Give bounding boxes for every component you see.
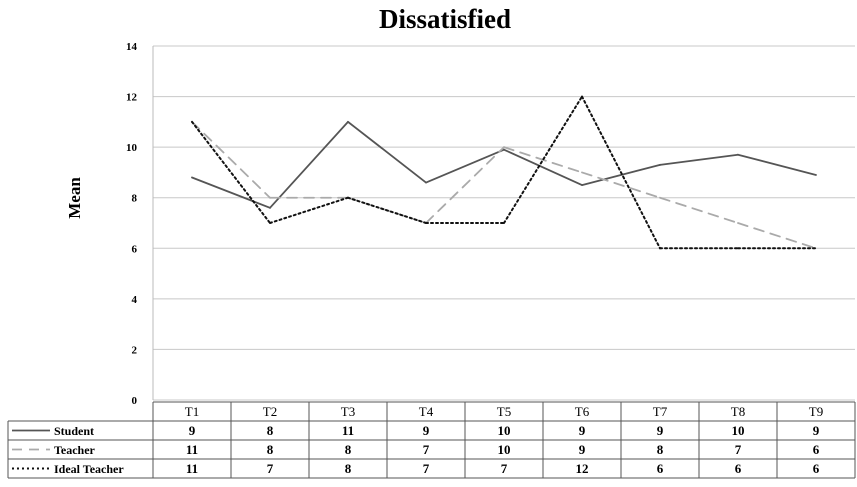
series-segment-teacher (737, 222, 817, 250)
series-segment-student (269, 120, 349, 209)
series-segment-teacher (659, 196, 739, 224)
table-cell: 10 (732, 423, 745, 438)
x-tick-label: T7 (653, 404, 668, 419)
series-segment-student (425, 148, 505, 184)
table-cell: 7 (423, 461, 430, 476)
series-segment-ideal-teacher (581, 95, 661, 250)
table-cell: 8 (657, 442, 664, 457)
series-segment-student (191, 176, 271, 209)
y-tick-label: 12 (126, 92, 138, 104)
table-cell: 9 (579, 442, 586, 457)
table-cell: 8 (267, 442, 274, 457)
x-tick-label: T4 (419, 404, 434, 419)
table-cell: 8 (345, 461, 352, 476)
series-segment-student (347, 120, 427, 184)
series-segment-student (659, 153, 739, 166)
legend-label: Ideal Teacher (54, 462, 124, 476)
table-cell: 9 (657, 423, 664, 438)
table-cell: 10 (498, 442, 511, 457)
x-tick-label: T2 (263, 404, 277, 419)
y-tick-label: 8 (132, 193, 138, 205)
table-cell: 8 (267, 423, 274, 438)
x-tick-label: T5 (497, 404, 511, 419)
x-tick-label: T3 (341, 404, 355, 419)
table-cell: 9 (423, 423, 430, 438)
chart-title: Dissatisfied (379, 4, 511, 34)
table-cell: 7 (501, 461, 508, 476)
table-cell: 9 (813, 423, 820, 438)
table-cell: 8 (345, 442, 352, 457)
table-cell: 9 (189, 423, 196, 438)
x-tick-label: T6 (575, 404, 590, 419)
series-segment-ideal-teacher (269, 196, 349, 224)
table-cell: 11 (186, 442, 198, 457)
series-segment-student (581, 163, 661, 186)
series-segment-ideal-teacher (347, 196, 427, 224)
y-tick-label: 6 (132, 243, 138, 255)
table-cell: 11 (186, 461, 198, 476)
y-tick-label: 10 (126, 142, 138, 154)
y-tick-label: 4 (132, 294, 138, 306)
series-segment-ideal-teacher (191, 120, 271, 224)
table-cell: 6 (735, 461, 742, 476)
series-segment-teacher (425, 146, 505, 224)
x-tick-label: T9 (809, 404, 823, 419)
y-axis-label: Mean (65, 177, 84, 219)
table-cell: 6 (813, 442, 820, 457)
table-cell: 7 (267, 461, 274, 476)
x-tick-label: T1 (185, 404, 199, 419)
y-tick-label: 2 (132, 344, 138, 356)
series-segment-teacher (581, 171, 661, 199)
series-segment-student (737, 153, 817, 176)
y-tick-label: 0 (132, 395, 138, 407)
series-segment-ideal-teacher (503, 95, 583, 224)
table-cell: 6 (813, 461, 820, 476)
legend-label: Student (54, 424, 94, 438)
legend-label: Teacher (54, 443, 96, 457)
table-cell: 7 (423, 442, 430, 457)
table-cell: 9 (579, 423, 586, 438)
series-segment-student (503, 148, 583, 186)
table-cell: 12 (576, 461, 589, 476)
table-cell: 6 (657, 461, 664, 476)
x-tick-label: T8 (731, 404, 745, 419)
series-segment-teacher (191, 120, 271, 199)
table-cell: 7 (735, 442, 742, 457)
y-tick-label: 14 (126, 41, 138, 53)
table-cell: 11 (342, 423, 354, 438)
table-cell: 10 (498, 423, 511, 438)
